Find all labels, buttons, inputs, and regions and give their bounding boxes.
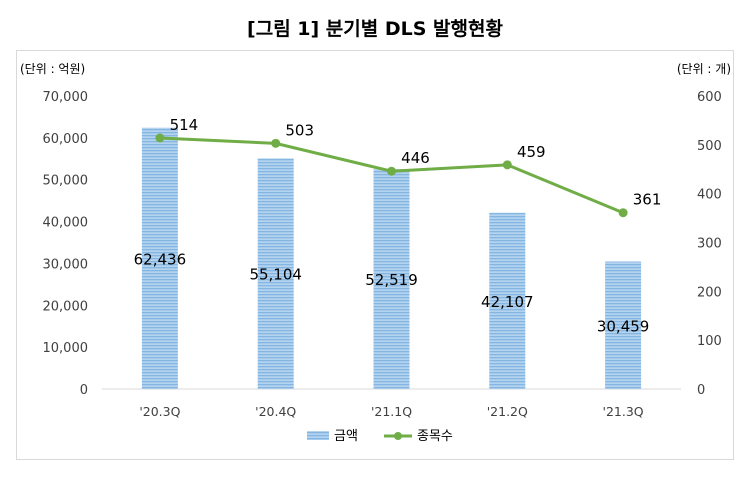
right-tick-label: 500 <box>697 139 722 154</box>
left-tick-label: 50,000 <box>43 174 89 189</box>
right-tick-label: 0 <box>697 383 705 398</box>
left-axis-unit: (단위 : 억원) <box>20 62 85 76</box>
right-tick-label: 100 <box>697 334 722 349</box>
line-value-label: 503 <box>285 121 314 139</box>
category-label: '21.1Q <box>371 404 412 419</box>
legend-bar-swatch <box>307 431 329 440</box>
right-tick-label: 200 <box>697 285 722 300</box>
bar <box>257 158 294 389</box>
bar-value-label: 52,519 <box>365 271 418 289</box>
left-tick-label: 70,000 <box>43 90 89 105</box>
line-point <box>502 160 512 170</box>
line-series <box>155 133 628 218</box>
legend-line-marker <box>394 432 402 440</box>
bar <box>373 169 410 389</box>
bar-value-label: 55,104 <box>249 266 302 284</box>
bar-value-label: 62,436 <box>134 250 187 268</box>
chart-frame <box>16 50 734 460</box>
category-label: '20.4Q <box>255 404 296 419</box>
line-point <box>387 166 396 176</box>
category-label: '21.3Q <box>603 404 644 419</box>
right-tick-label: 600 <box>697 90 722 105</box>
bar <box>605 261 642 389</box>
left-tick-label: 0 <box>80 383 88 398</box>
line-point <box>155 133 165 143</box>
left-tick-label: 60,000 <box>43 132 89 147</box>
right-tick-label: 300 <box>697 237 722 252</box>
line-value-label: 361 <box>633 191 662 209</box>
left-tick-label: 20,000 <box>43 299 89 314</box>
chart-title: [그림 1] 분기별 DLS 발행현황 <box>247 18 503 40</box>
data-labels: 62,436 55,104 52,519 42,107 30,459 514 503 446 4… <box>134 116 662 335</box>
bar-value-label: 30,459 <box>597 317 650 335</box>
bar-value-label: 42,107 <box>481 293 534 311</box>
line-value-label: 514 <box>170 116 199 134</box>
legend-bar-label: 금액 <box>334 429 358 444</box>
legend-line-label: 종목수 <box>417 429 453 444</box>
category-label: '21.2Q <box>487 404 528 419</box>
right-tick-label: 400 <box>697 188 722 203</box>
left-tick-label: 40,000 <box>43 216 89 231</box>
bar <box>141 127 178 390</box>
category-label: '20.3Q <box>139 404 180 419</box>
bar <box>489 212 526 389</box>
bars <box>141 127 642 390</box>
axes: 0 10,000 20,000 30,000 40,000 50,000 60,000 70,… <box>43 90 722 419</box>
left-tick-label: 30,000 <box>43 257 89 272</box>
line-value-label: 459 <box>517 143 546 161</box>
line-point <box>618 208 628 218</box>
left-tick-label: 10,000 <box>43 341 89 356</box>
line-point <box>271 138 281 148</box>
line-value-label: 446 <box>401 149 430 167</box>
right-axis-unit: (단위 : 개) <box>677 62 731 76</box>
legend: 금액 종목수 <box>307 429 453 444</box>
